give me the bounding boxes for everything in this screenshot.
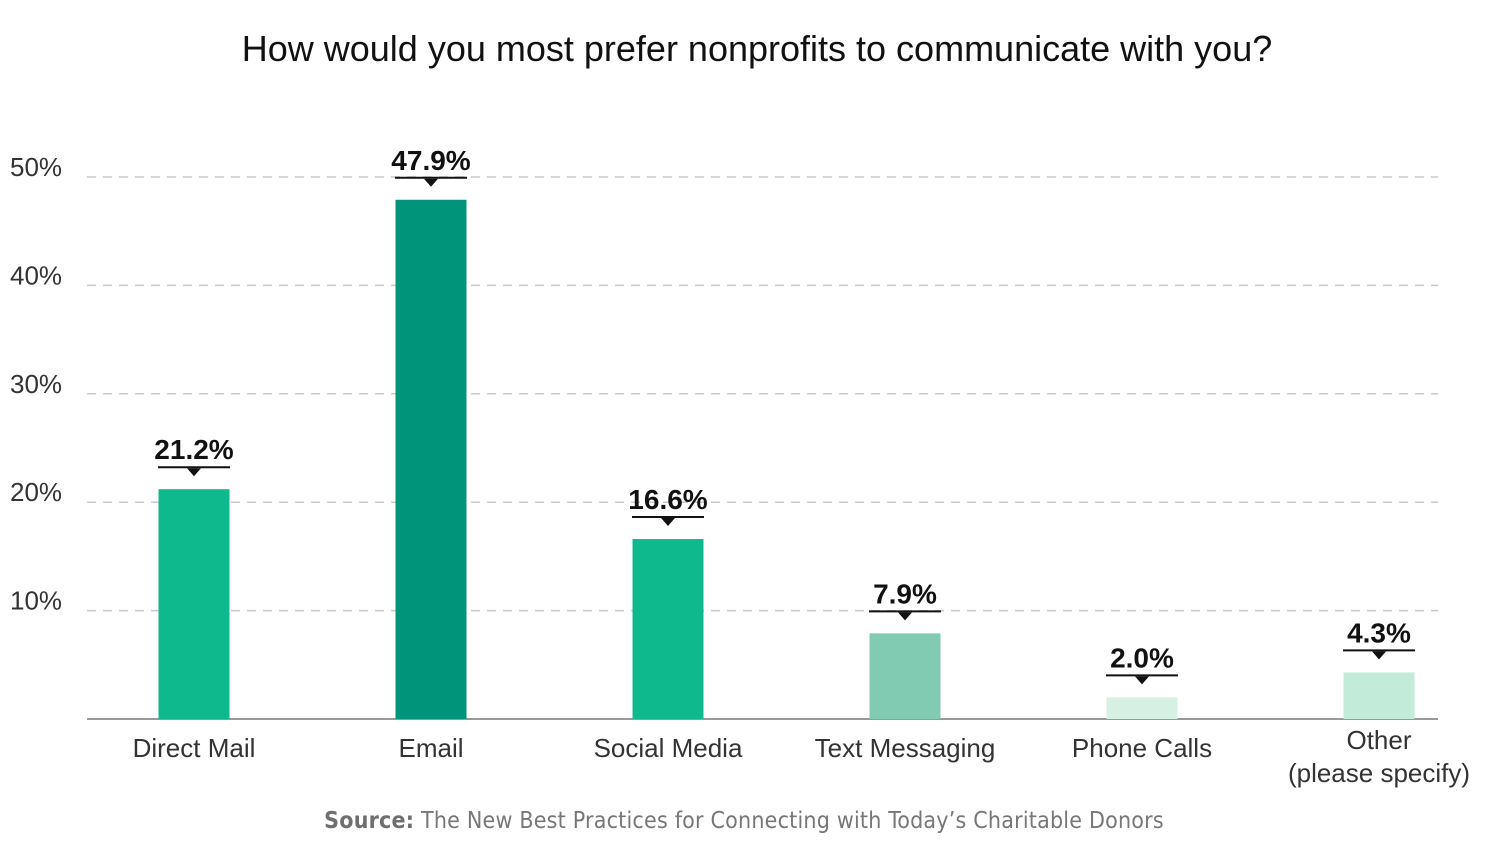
data-label: 47.9%	[391, 145, 470, 176]
bar	[632, 539, 704, 719]
data-label: 21.2%	[154, 434, 233, 465]
bar	[395, 199, 467, 719]
data-label-marker	[424, 178, 438, 187]
bars	[158, 199, 1415, 719]
data-labels: 21.2% 47.9% 16.6% 7.9% 2.0% 4.3%	[154, 145, 1415, 685]
source-label: Source:	[324, 808, 415, 834]
bar	[1106, 697, 1178, 719]
data-label-marker	[898, 612, 912, 621]
x-tick-label: (please specify)	[1288, 758, 1470, 788]
data-label-marker	[187, 468, 201, 477]
x-tick-label: Text Messaging	[815, 733, 996, 763]
bar	[869, 633, 941, 719]
y-tick-label: 40%	[10, 260, 62, 290]
data-label-marker	[661, 518, 675, 527]
y-tick-label: 50%	[10, 152, 62, 182]
bar	[1343, 672, 1415, 719]
x-tick-label: Other	[1346, 725, 1411, 755]
y-tick-label: 20%	[10, 477, 62, 507]
gridlines	[87, 176, 1438, 720]
data-label: 2.0%	[1110, 642, 1174, 673]
source-text: The New Best Practices for Connecting wi…	[414, 808, 1164, 834]
data-label: 4.3%	[1347, 617, 1411, 648]
bar	[158, 489, 230, 719]
data-label-marker	[1135, 676, 1149, 685]
source-note: Source: The New Best Practices for Conne…	[0, 808, 1488, 834]
y-tick-label: 30%	[10, 369, 62, 399]
bar-chart: How would you most prefer nonprofits to …	[10, 28, 1470, 788]
x-tick-label: Social Media	[594, 733, 743, 763]
y-tick-label: 10%	[10, 586, 62, 616]
y-axis-ticks: 10% 20% 30% 40% 50%	[10, 152, 62, 616]
x-tick-label: Phone Calls	[1072, 733, 1212, 763]
x-tick-label: Email	[398, 733, 463, 763]
x-axis-ticks: Direct Mail Email Social Media Text Messagi…	[133, 725, 1470, 788]
chart-title: How would you most prefer nonprofits to …	[242, 28, 1272, 69]
x-tick-label: Direct Mail	[133, 733, 256, 763]
data-label: 7.9%	[873, 578, 937, 609]
data-label: 16.6%	[628, 484, 707, 515]
data-label-marker	[1372, 651, 1386, 660]
